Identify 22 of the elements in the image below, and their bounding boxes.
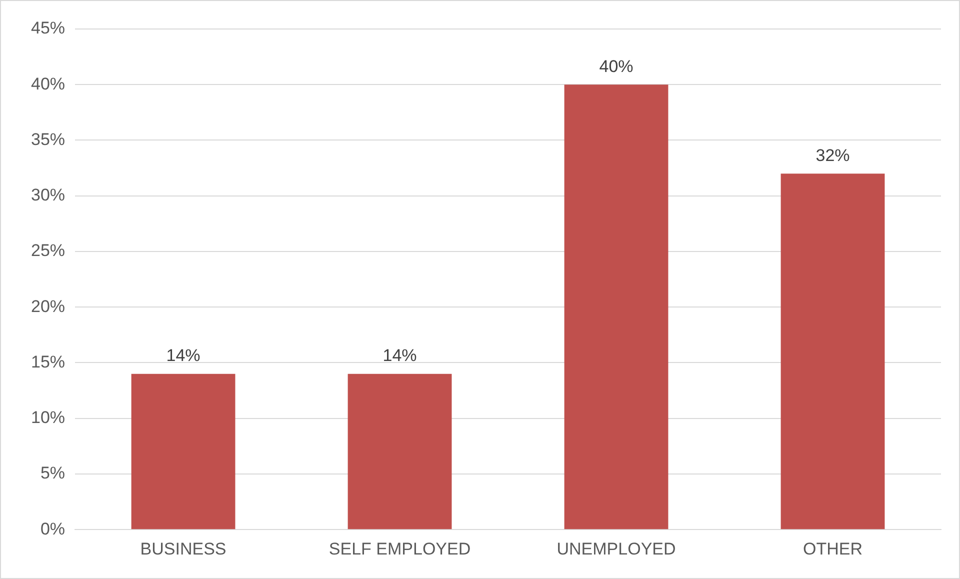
x-tick-label: UNEMPLOYED bbox=[556, 539, 676, 558]
y-tick-label: 40% bbox=[30, 74, 66, 94]
data-label: 32% bbox=[816, 146, 850, 165]
data-label: 14% bbox=[166, 346, 200, 366]
y-tick-label: 0% bbox=[40, 519, 66, 538]
x-tick-label: SELF EMPLOYED bbox=[328, 539, 471, 558]
y-tick-label: 20% bbox=[30, 296, 66, 316]
bar bbox=[780, 174, 885, 530]
x-tick-label: BUSINESS bbox=[140, 539, 226, 558]
y-tick-label: 10% bbox=[30, 408, 66, 428]
bar bbox=[348, 374, 452, 530]
data-label: 40% bbox=[599, 56, 634, 76]
y-tick-label: 15% bbox=[30, 352, 66, 372]
data-label: 14% bbox=[382, 346, 417, 366]
bar bbox=[564, 84, 668, 530]
y-tick-label: 25% bbox=[30, 241, 66, 260]
x-tick-label: OTHER bbox=[803, 539, 863, 558]
y-tick-label: 45% bbox=[30, 18, 66, 38]
y-tick-label: 5% bbox=[40, 464, 66, 483]
y-tick-label: 30% bbox=[30, 186, 66, 205]
y-tick-label: 35% bbox=[30, 130, 66, 149]
bar bbox=[131, 374, 236, 530]
